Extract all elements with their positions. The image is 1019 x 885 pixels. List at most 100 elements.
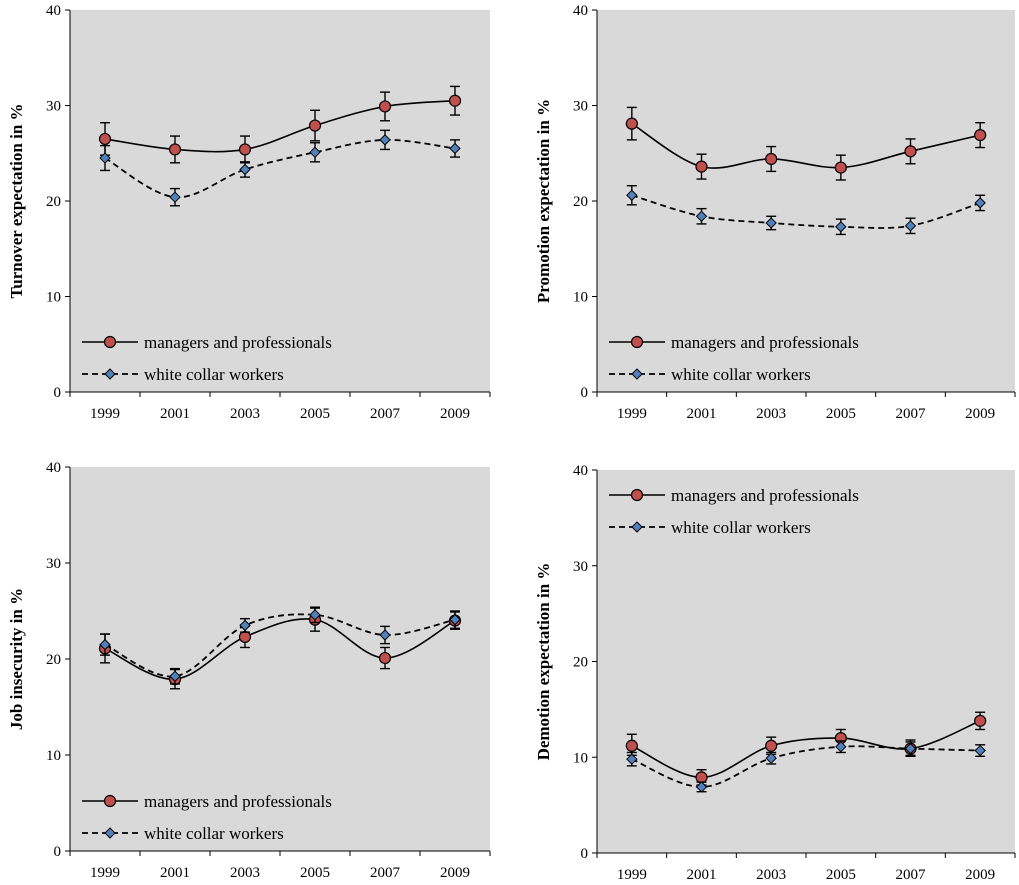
legend-label: white collar workers bbox=[671, 518, 811, 537]
y-tick-label: 20 bbox=[46, 652, 61, 668]
data-point bbox=[904, 145, 917, 158]
data-point bbox=[765, 752, 777, 764]
x-tick-label: 2007 bbox=[896, 867, 927, 883]
data-point bbox=[378, 651, 392, 665]
x-tick-label: 2001 bbox=[687, 867, 717, 883]
x-tick-label: 1999 bbox=[617, 867, 647, 883]
y-tick-label: 0 bbox=[54, 844, 62, 860]
chart-panel-4: 0 10 20 30 40 1999 2001 2003 2005 2007 2009 Demotio… bbox=[534, 463, 1016, 883]
legend: managers and professionals white collar w… bbox=[82, 333, 332, 384]
y-tick-label: 0 bbox=[54, 385, 62, 401]
data-point bbox=[835, 221, 847, 233]
data-point bbox=[449, 613, 461, 626]
data-point bbox=[695, 210, 708, 222]
data-point bbox=[239, 619, 251, 632]
y-tick-label: 30 bbox=[46, 556, 61, 572]
data-point bbox=[695, 771, 708, 784]
legend-marker bbox=[630, 335, 644, 349]
legend-label: white collar workers bbox=[144, 365, 284, 384]
data-point bbox=[974, 129, 987, 142]
data-point bbox=[695, 160, 708, 173]
data-point bbox=[974, 744, 986, 757]
data-point bbox=[169, 670, 181, 682]
y-tick-label: 40 bbox=[573, 3, 588, 19]
y-tick-label: 10 bbox=[573, 290, 588, 306]
plot-area bbox=[597, 470, 1015, 853]
data-point bbox=[308, 119, 322, 132]
x-tick-label: 2003 bbox=[230, 406, 260, 422]
x-tick-label: 2001 bbox=[160, 865, 190, 881]
x-tick-label: 2007 bbox=[896, 406, 927, 422]
data-point bbox=[974, 714, 987, 727]
data-point bbox=[904, 220, 917, 232]
plot-area bbox=[597, 10, 1015, 392]
data-point bbox=[99, 638, 111, 651]
x-tick-label: 2009 bbox=[965, 867, 995, 883]
y-tick-label: 0 bbox=[581, 846, 589, 862]
data-point bbox=[626, 753, 638, 765]
series-line bbox=[631, 194, 981, 229]
series-line bbox=[104, 99, 456, 153]
y-tick-label: 20 bbox=[46, 194, 61, 210]
data-point bbox=[379, 629, 391, 641]
data-point bbox=[765, 152, 778, 166]
x-tick-label: 1999 bbox=[617, 406, 647, 422]
data-point bbox=[835, 741, 847, 753]
legend: managers and professionals white collar w… bbox=[82, 792, 332, 843]
plot-area bbox=[70, 10, 490, 392]
y-tick-label: 40 bbox=[46, 460, 61, 476]
legend-label: managers and professionals bbox=[144, 333, 332, 352]
legend-marker bbox=[104, 368, 116, 380]
series-managers-and-professionals bbox=[625, 106, 987, 181]
data-point bbox=[974, 197, 986, 209]
legend-marker bbox=[103, 794, 117, 808]
legend-marker bbox=[104, 827, 116, 839]
x-tick-label: 2003 bbox=[756, 406, 786, 422]
data-point bbox=[239, 163, 251, 176]
x-tick-label: 2007 bbox=[370, 865, 401, 881]
data-point bbox=[765, 739, 778, 752]
y-tick-label: 30 bbox=[46, 99, 61, 115]
x-tick-label: 1999 bbox=[90, 406, 120, 422]
series-white-collar-workers bbox=[99, 606, 461, 685]
legend: managers and professionals white collar w… bbox=[609, 333, 859, 384]
x-tick-label: 2001 bbox=[160, 406, 190, 422]
x-tick-label: 2009 bbox=[965, 406, 995, 422]
legend-marker bbox=[631, 521, 643, 533]
series-white-collar-workers bbox=[626, 185, 986, 236]
y-tick-label: 30 bbox=[573, 559, 588, 575]
x-tick-label: 1999 bbox=[90, 865, 120, 881]
y-axis-label: Promotion expectation in % bbox=[534, 99, 553, 303]
y-tick-label: 0 bbox=[581, 385, 589, 401]
data-point bbox=[169, 191, 181, 203]
x-tick-label: 2003 bbox=[230, 865, 260, 881]
data-point bbox=[99, 152, 111, 164]
x-tick-label: 2005 bbox=[826, 406, 856, 422]
data-point bbox=[765, 217, 777, 229]
data-point bbox=[379, 134, 391, 146]
chart-panel-1: 0 10 20 30 40 1999 2001 2003 2005 2007 2009 Turnove… bbox=[7, 3, 491, 422]
legend-label: white collar workers bbox=[671, 365, 811, 384]
y-tick-label: 40 bbox=[46, 3, 61, 19]
series-white-collar-workers bbox=[626, 740, 986, 793]
y-tick-label: 30 bbox=[573, 99, 588, 115]
x-tick-label: 2005 bbox=[826, 867, 856, 883]
data-point bbox=[449, 142, 461, 155]
legend: managers and professionals white collar w… bbox=[609, 486, 859, 537]
x-tick-label: 2009 bbox=[440, 865, 470, 881]
legend-marker bbox=[630, 488, 644, 502]
data-point bbox=[626, 189, 638, 201]
legend-label: managers and professionals bbox=[671, 333, 859, 352]
x-tick-label: 2003 bbox=[756, 867, 786, 883]
y-tick-label: 10 bbox=[46, 748, 61, 764]
chart-panel-2: 0 10 20 30 40 1999 2001 2003 2005 2007 2009 Promoti… bbox=[534, 3, 1016, 422]
data-point bbox=[309, 609, 321, 621]
y-tick-label: 20 bbox=[573, 194, 588, 210]
data-point bbox=[98, 132, 112, 146]
data-point bbox=[309, 146, 321, 159]
data-point bbox=[448, 94, 462, 107]
y-axis-label: Job insecurity in % bbox=[7, 588, 26, 730]
x-tick-label: 2007 bbox=[370, 406, 401, 422]
y-tick-label: 10 bbox=[573, 750, 588, 766]
